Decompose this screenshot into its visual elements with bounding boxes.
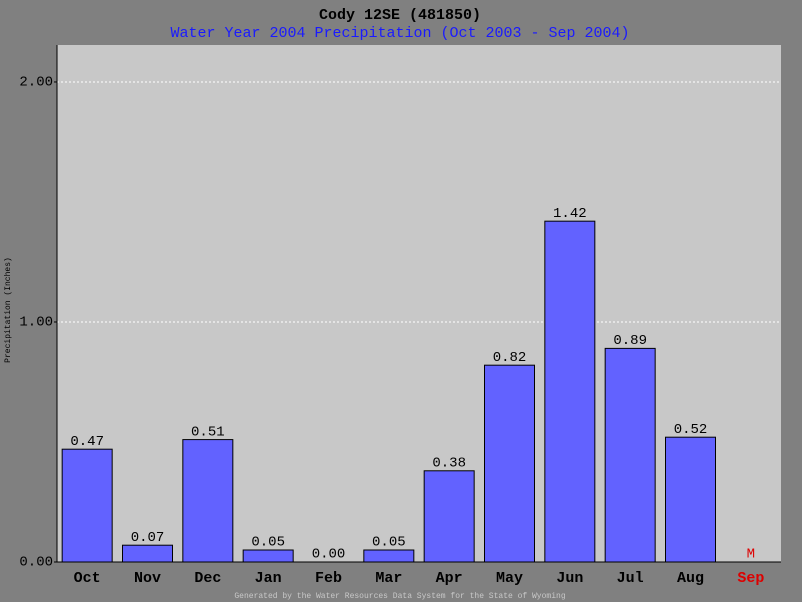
bar bbox=[665, 436, 716, 563]
bar bbox=[363, 549, 415, 563]
value-label: 0.05 bbox=[372, 535, 406, 551]
x-tick-label: Feb bbox=[315, 570, 342, 587]
chart-subtitle: Water Year 2004 Precipitation (Oct 2003 … bbox=[170, 25, 629, 42]
value-label: 0.89 bbox=[613, 333, 647, 349]
value-label: 0.47 bbox=[70, 434, 104, 450]
bar bbox=[423, 470, 475, 563]
x-tick-label: Mar bbox=[375, 570, 402, 587]
y-tick-label: 1.00 bbox=[19, 315, 53, 331]
value-label: 0.38 bbox=[432, 455, 466, 471]
x-tick-label: Sep bbox=[737, 570, 764, 587]
value-label: 0.51 bbox=[191, 424, 225, 440]
x-tick-label: Jul bbox=[617, 570, 644, 587]
value-label: 0.07 bbox=[131, 530, 165, 546]
x-tick-label: Apr bbox=[436, 570, 463, 587]
y-tick-label: 0.00 bbox=[19, 555, 53, 571]
x-tick-label: Oct bbox=[74, 570, 101, 587]
value-label: 0.00 bbox=[312, 547, 346, 563]
value-label: 1.42 bbox=[553, 206, 587, 222]
value-label: 0.05 bbox=[251, 535, 285, 551]
value-label: M bbox=[747, 547, 755, 563]
x-tick-label: Dec bbox=[194, 570, 221, 587]
bar bbox=[484, 364, 535, 563]
bar bbox=[544, 220, 596, 563]
bar bbox=[122, 544, 173, 563]
y-tick-label: 2.00 bbox=[19, 75, 53, 91]
x-tick-label: Aug bbox=[677, 570, 704, 587]
x-tick-label: Jun bbox=[556, 570, 583, 587]
bar bbox=[61, 448, 113, 563]
x-tick-label: May bbox=[496, 570, 523, 587]
footer: Generated by the Water Resources Data Sy… bbox=[234, 592, 565, 601]
plot-area bbox=[57, 45, 781, 562]
y-axis-label: Precipitation (Inches) bbox=[4, 257, 13, 363]
bar bbox=[182, 439, 234, 563]
bar bbox=[604, 347, 656, 563]
value-label: 0.52 bbox=[674, 422, 708, 438]
x-tick-label: Nov bbox=[134, 570, 161, 587]
chart-title: Cody 12SE (481850) bbox=[319, 7, 481, 24]
value-label: 0.82 bbox=[493, 350, 527, 366]
x-tick-label: Jan bbox=[255, 570, 282, 587]
bar bbox=[242, 549, 294, 563]
